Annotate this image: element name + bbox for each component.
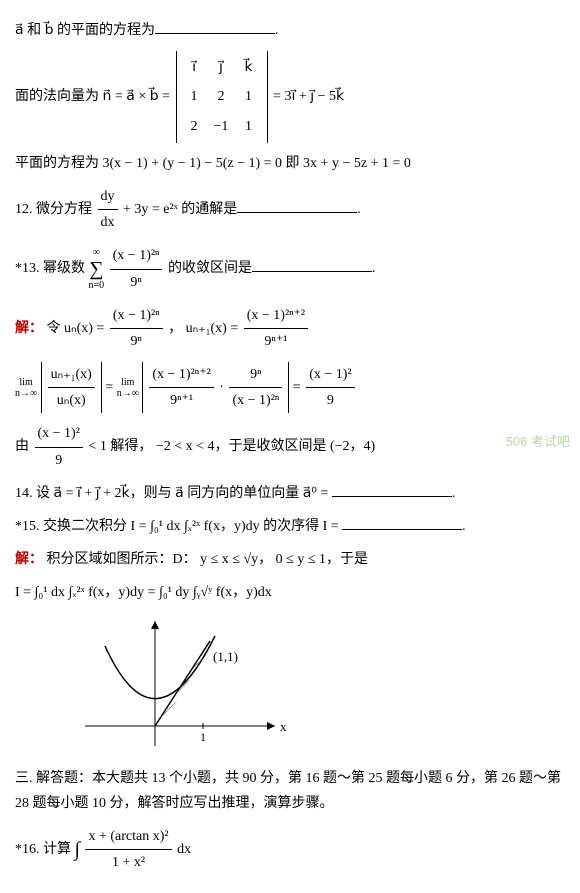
integral-icon: ∫ (75, 839, 80, 861)
tick-1: 1 (200, 730, 206, 744)
sol13-a: 解： 令 uₙ(x) = (x − 1)²ⁿ9ⁿ ， uₙ₊₁(x) = (x … (15, 303, 565, 354)
y-arrow-icon (151, 621, 159, 629)
x-label: x (280, 719, 287, 734)
sol15-b: I = ∫₀¹ dx ∫ₓ²ˣ f(x，y)dy = ∫₀¹ dy ∫ᵧ√ʸ f… (15, 580, 565, 605)
line-plane-eq: a⃗ 和 b⃗ 的平面的方程为. (15, 18, 565, 43)
text-post: = 3i⃗ + j⃗ − 5k⃗ (273, 89, 344, 104)
fraction: (x − 1)²ⁿ9ⁿ (110, 243, 163, 294)
q13: *13. 幂级数 ∞ ∑ n=0 (x − 1)²ⁿ9ⁿ 的收敛区间是. (15, 243, 565, 294)
blank (342, 515, 462, 530)
blank (155, 19, 275, 34)
blank (252, 257, 372, 272)
sigma: ∞ ∑ n=0 (89, 247, 105, 291)
blank (237, 198, 357, 213)
sol15-a: 解： 积分区域如图所示：D： y ≤ x ≤ √y， 0 ≤ y ≤ 1，于是 (15, 547, 565, 572)
integration-region-graph: (1,1) x 1 (75, 616, 295, 756)
label-solution: 解： (15, 552, 43, 567)
blank (332, 482, 452, 497)
line-y-eq-x (155, 641, 210, 726)
x-arrow-icon (267, 722, 275, 730)
q12: 12. 微分方程 dydx + 3y = e²ˣ 的通解是. (15, 184, 565, 235)
determinant: i⃗j⃗k⃗ 121 2−11 (176, 51, 268, 143)
limit: limn→∞ (15, 377, 37, 399)
sol13-c: 由 (x − 1)²9 < 1 解得， −2 < x < 4，于是收敛区间是 (… (15, 421, 565, 472)
q15: *15. 交换二次积分 I = ∫₀¹ dx ∫ₓ²ˣ f(x，y)dy 的次序… (15, 514, 565, 539)
parabola-curve (105, 636, 215, 699)
point-label: (1,1) (213, 649, 238, 664)
q14: 14. 设 a⃗ = i⃗ + j⃗ + 2k⃗，则与 a⃗ 同方向的单位向量 … (15, 481, 565, 506)
shaded-region (155, 654, 203, 726)
section3-heading: 三. 解答题：本大题共 13 个小题，共 90 分，第 16 题～第 25 题每… (15, 766, 565, 816)
q16: *16. 计算 ∫ x + (arctan x)²1 + x² dx (15, 824, 565, 875)
text: a⃗ 和 b⃗ 的平面的方程为 (15, 23, 155, 38)
label-solution: 解： (15, 321, 43, 336)
fraction: dydx (98, 184, 118, 235)
text-pre: 面的法向量为 n⃗ = a⃗ × b⃗ = (15, 89, 174, 104)
sol13-b: limn→∞ uₙ₊₁(x)uₙ(x) = limn→∞ (x − 1)²ⁿ⁺²… (15, 362, 565, 413)
line-normal-vector: 面的法向量为 n⃗ = a⃗ × b⃗ = i⃗j⃗k⃗ 121 2−11 = … (15, 51, 565, 143)
line-plane-result: 平面的方程为 3(x − 1) + (y − 1) − 5(z − 1) = 0… (15, 151, 565, 176)
watermark: 506 考试吧 (506, 430, 570, 453)
